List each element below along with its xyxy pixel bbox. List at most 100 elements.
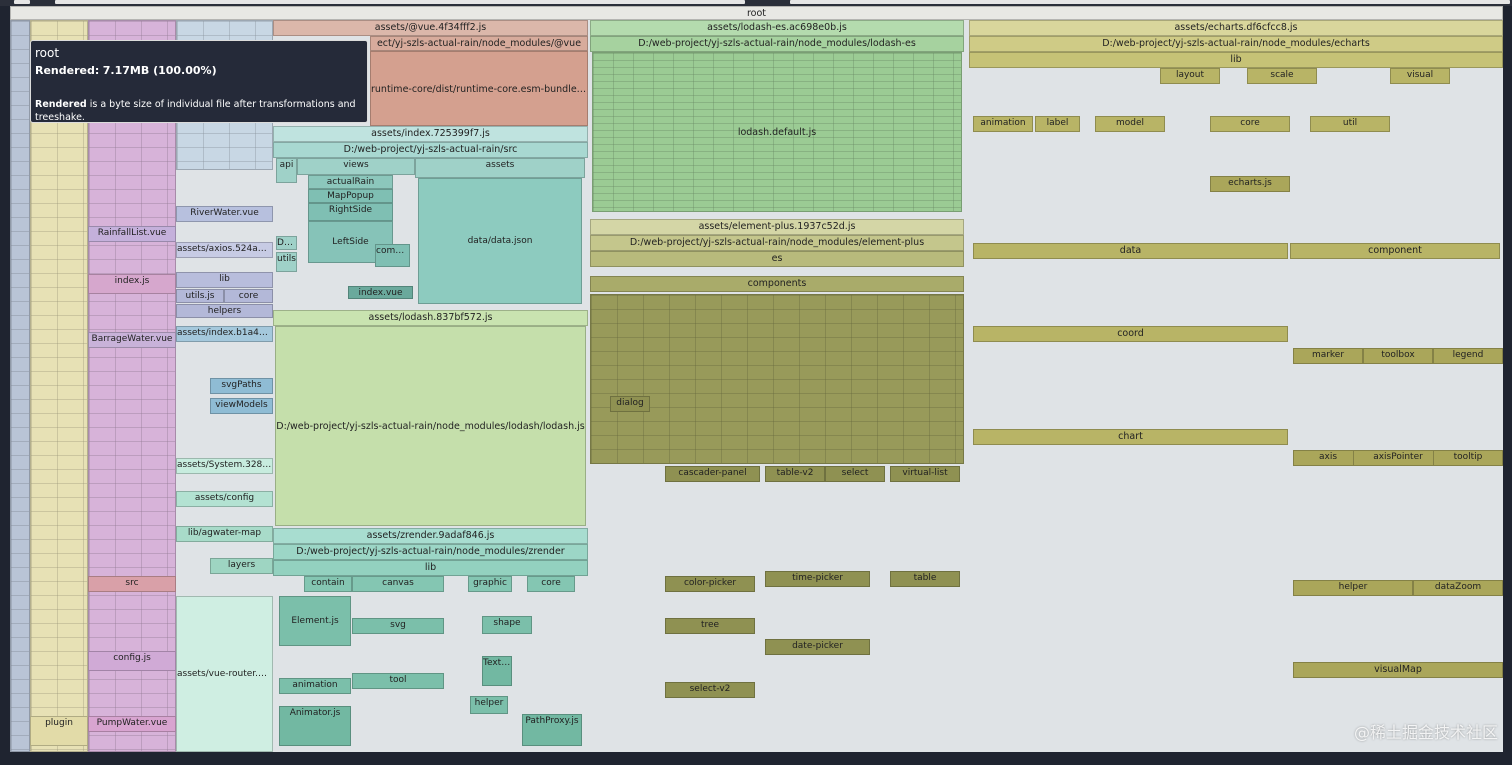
treemap-node-ep-selectv2[interactable]: select-v2 — [665, 682, 755, 698]
treemap-node-ec-helper[interactable]: helper — [1293, 580, 1413, 596]
treemap-node-idx725[interactable]: assets/index.725399f7.js — [273, 126, 588, 142]
treemap-node-ep-datepicker[interactable]: date-picker — [765, 639, 870, 655]
treemap-node-zr-anim[interactable]: animation — [279, 678, 351, 694]
treemap-node-ec-visual[interactable]: visual — [1390, 68, 1450, 84]
treemap-node-lodash-inner[interactable]: D:/web-project/yj-szls-actual-rain/node_… — [275, 326, 586, 526]
treemap-node-zr-graphic[interactable]: graphic — [468, 576, 512, 592]
treemap-node-axios-core[interactable]: core — [224, 289, 273, 303]
treemap-node-ec-scale[interactable]: scale — [1247, 68, 1317, 84]
treemap-node-zr-helper[interactable]: helper — [470, 696, 508, 714]
treemap-node-ep-dialog[interactable]: dialog — [610, 396, 650, 412]
treemap-node-col3[interactable] — [88, 20, 176, 752]
treemap-node-ep-components[interactable]: components — [590, 276, 964, 292]
treemap-node-ep-grid[interactable] — [590, 294, 964, 464]
treemap-node-zrender[interactable]: assets/zrender.9adaf846.js — [273, 528, 588, 544]
treemap-node-zr-contain[interactable]: contain — [304, 576, 352, 592]
treemap-node-ec[interactable]: assets/echarts.df6cfcc8.js — [969, 20, 1503, 36]
treemap-node-axios[interactable]: assets/axios.524aa8de.js — [176, 242, 273, 258]
treemap-node-ep-select[interactable]: select — [825, 466, 885, 482]
treemap-node-ec-animation[interactable]: animation — [973, 116, 1033, 132]
treemap-node-vuerouter[interactable]: assets/vue-router.abad2d7d.js — [176, 596, 273, 752]
treemap-node-idxb1a[interactable]: assets/index.b1a4019a.js — [176, 326, 273, 342]
treemap-node-ec-model[interactable]: model — [1095, 116, 1165, 132]
treemap-node-zr-tool[interactable]: tool — [352, 673, 444, 689]
treemap-node-vue[interactable]: assets/@vue.4f34fff2.js — [273, 20, 588, 36]
treemap-node-ec-tooltip[interactable]: tooltip — [1433, 450, 1503, 466]
treemap-node-ec-lib[interactable]: lib — [969, 52, 1503, 68]
treemap[interactable]: root assets/@vue.4f34fff2.js ect/yj-szls-a… — [10, 6, 1503, 752]
treemap-node-lodashes-grid[interactable]: lodash.default.js — [592, 52, 962, 212]
treemap-node-zr-lib[interactable]: lib — [273, 560, 588, 576]
treemap-node-riverwater[interactable]: RiverWater.vue — [176, 206, 273, 222]
treemap-node-ec-visualMap[interactable]: visualMap — [1293, 662, 1503, 678]
treemap-node-axios-helpers[interactable]: helpers — [176, 304, 273, 318]
treemap-node-src-col3[interactable]: src — [88, 576, 176, 592]
treemap-node-indexvue[interactable]: index.vue — [348, 286, 413, 299]
treemap-node-ep-virtual[interactable]: virtual-list — [890, 466, 960, 482]
treemap-node-col2[interactable] — [30, 20, 88, 752]
treemap-node-ec-marker[interactable]: marker — [1293, 348, 1363, 364]
treemap-node-viewmodels[interactable]: viewModels — [210, 398, 273, 414]
treemap-node-root[interactable]: root — [10, 6, 1503, 20]
treemap-node-ec-dataZoom[interactable]: dataZoom — [1413, 580, 1503, 596]
treemap-node-zr-pathproxy[interactable]: PathProxy.js — [522, 714, 582, 746]
treemap-node-ep-colorpicker[interactable]: color-picker — [665, 576, 755, 592]
treemap-node-svgpaths[interactable]: svgPaths — [210, 378, 273, 394]
treemap-node-axios-lib[interactable]: lib — [176, 272, 273, 288]
treemap-node-RightSide[interactable]: RightSide — [308, 203, 393, 221]
treemap-node-rainfalllist[interactable]: RainfallList.vue — [88, 226, 176, 242]
treemap-node-ec-component[interactable]: component — [1290, 243, 1500, 259]
treemap-node-drag[interactable]: Drag — [276, 236, 297, 250]
treemap-node-zr-svg[interactable]: svg — [352, 618, 444, 634]
treemap-node-zr-text[interactable]: Text.js — [482, 656, 512, 686]
treemap-node-zr-element[interactable]: Element.js — [279, 596, 351, 646]
treemap-node-zr-animator[interactable]: Animator.js — [279, 706, 351, 746]
treemap-node-ep-path[interactable]: D:/web-project/yj-szls-actual-rain/node_… — [590, 235, 964, 251]
treemap-node-layers[interactable]: layers — [210, 558, 273, 574]
topbar-segment[interactable] — [14, 0, 30, 4]
treemap-node-assets725[interactable]: assets — [415, 158, 585, 178]
treemap-node-assets-config[interactable]: assets/config — [176, 491, 273, 507]
treemap-node-ec-chart[interactable]: chart — [973, 429, 1288, 445]
treemap-node-vue-path[interactable]: ect/yj-szls-actual-rain/node_modules/@vu… — [370, 36, 588, 51]
treemap-node-ep-es[interactable]: es — [590, 251, 964, 267]
treemap-node-zr-canvas[interactable]: canvas — [352, 576, 444, 592]
treemap-node-ec-toolbox[interactable]: toolbox — [1363, 348, 1433, 364]
treemap-node-datajson[interactable]: data/data.json — [418, 178, 582, 304]
treemap-node-api[interactable]: api — [276, 158, 297, 183]
treemap-node-ec-data[interactable]: data — [973, 243, 1288, 259]
treemap-node-ec-legend[interactable]: legend — [1433, 348, 1503, 364]
treemap-node-ec-core[interactable]: core — [1210, 116, 1290, 132]
treemap-node-axios-utils[interactable]: utils.js — [176, 289, 224, 303]
treemap-node-ep-tree[interactable]: tree — [665, 618, 755, 634]
treemap-node-plugin[interactable]: plugin — [30, 716, 88, 746]
treemap-node-MapPopup[interactable]: MapPopup — [308, 189, 393, 203]
treemap-node-idx725-path[interactable]: D:/web-project/yj-szls-actual-rain/src — [273, 142, 588, 158]
treemap-node-indexjs[interactable]: index.js — [88, 274, 176, 294]
topbar-segment[interactable] — [55, 0, 745, 4]
treemap-node-ec-label[interactable]: label — [1035, 116, 1080, 132]
treemap-node-ec-util[interactable]: util — [1310, 116, 1390, 132]
treemap-node-system[interactable]: assets/System.328761d2.js — [176, 458, 273, 474]
treemap-node-ec-echartsjs[interactable]: echarts.js — [1210, 176, 1290, 192]
treemap-node-lodashes[interactable]: assets/lodash-es.ac698e0b.js — [590, 20, 964, 36]
treemap-node-actualRain[interactable]: actualRain — [308, 175, 393, 189]
treemap-node-barragewater[interactable]: BarrageWater.vue — [88, 332, 176, 348]
treemap-node-zrender-path[interactable]: D:/web-project/yj-szls-actual-rain/node_… — [273, 544, 588, 560]
treemap-node-ec-layout[interactable]: layout — [1160, 68, 1220, 84]
topbar-segment[interactable] — [790, 0, 1510, 4]
treemap-node-utils725[interactable]: utils — [276, 252, 297, 272]
treemap-node-configjs[interactable]: config.js — [88, 651, 176, 671]
treemap-node-components725[interactable]: components — [375, 244, 410, 267]
treemap-node-ec-path[interactable]: D:/web-project/yj-szls-actual-rain/node_… — [969, 36, 1503, 52]
treemap-node-pumpwater[interactable]: PumpWater.vue — [88, 716, 176, 732]
treemap-node-agwatermap[interactable]: lib/agwater-map — [176, 526, 273, 542]
treemap-node-zr-core[interactable]: core — [527, 576, 575, 592]
treemap-node-lodashes-path[interactable]: D:/web-project/yj-szls-actual-rain/node_… — [590, 36, 964, 52]
treemap-node-ec-axisPointer[interactable]: axisPointer — [1353, 450, 1443, 466]
treemap-node-ec-coord[interactable]: coord — [973, 326, 1288, 342]
treemap-node-views[interactable]: views — [297, 158, 415, 175]
treemap-node-ep[interactable]: assets/element-plus.1937c52d.js — [590, 219, 964, 235]
treemap-node-lodash[interactable]: assets/lodash.837bf572.js — [273, 310, 588, 326]
treemap-node-zr-shape[interactable]: shape — [482, 616, 532, 634]
